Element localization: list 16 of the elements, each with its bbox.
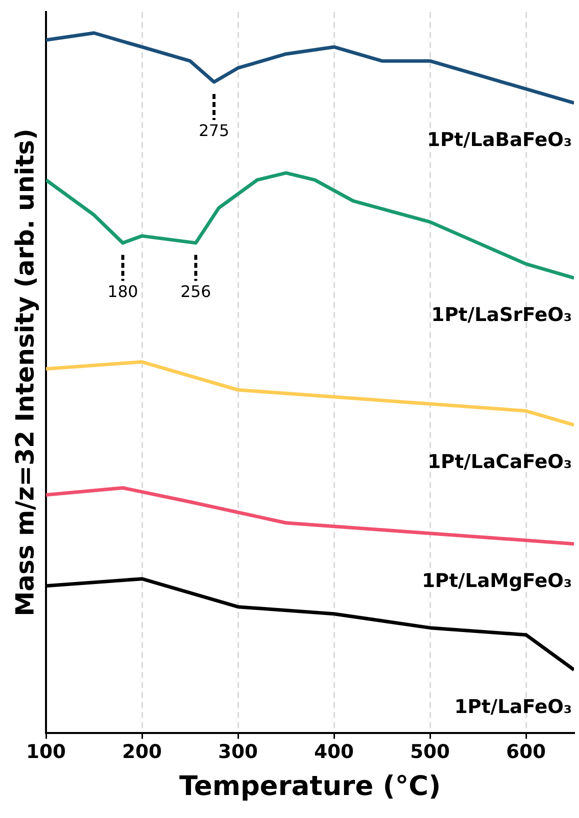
series-label: 1Pt/LaSrFeO₃ (431, 304, 572, 326)
x-tick-label: 100 (26, 741, 66, 764)
x-tick-label: 400 (314, 741, 354, 764)
x-tick-label: 500 (410, 741, 450, 764)
annotation: 180 (108, 282, 138, 302)
annotation: 256 (180, 282, 212, 302)
x-tick-label: 200 (122, 741, 162, 764)
series-label: 1Pt/LaBaFeO₃ (427, 128, 572, 151)
y-axis-title: Mass m/z=32 Intensity (arb. units) (10, 128, 40, 616)
x-tick-label: 600 (506, 741, 546, 764)
series-label: 1Pt/LaMgFeO₃ (422, 570, 572, 592)
x-axis-title: Temperature (°C) (179, 770, 441, 802)
x-tick-label: 300 (218, 741, 258, 764)
series-label: 1Pt/LaCaFeO₃ (428, 450, 572, 473)
series-label: 1Pt/LaFeO₃ (454, 696, 572, 718)
annotation: 275 (198, 121, 230, 140)
